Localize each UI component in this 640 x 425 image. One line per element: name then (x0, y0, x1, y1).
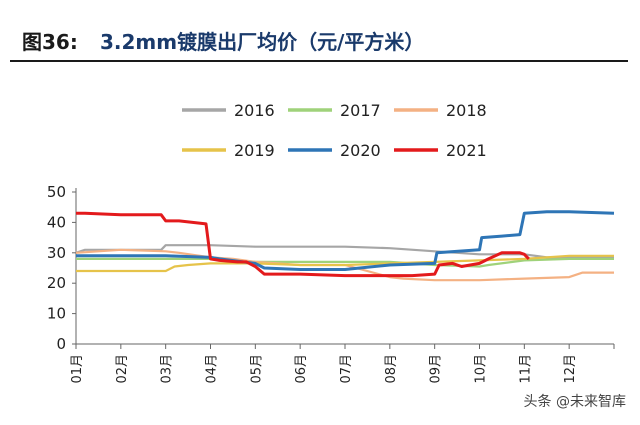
series-line-2019 (76, 254, 614, 273)
legend-label-2017: 2017 (340, 101, 381, 120)
x-tick-label: 03月 (160, 354, 175, 384)
x-tick-label: 01月 (70, 354, 85, 384)
title-divider (10, 60, 628, 62)
x-tick-label: 07月 (339, 354, 354, 384)
y-tick-label: 40 (47, 213, 66, 231)
y-tick-label: 30 (47, 244, 66, 262)
figure-number: 图36: (22, 30, 78, 54)
x-tick-label: 02月 (115, 354, 130, 384)
series-line-2021 (76, 211, 530, 278)
x-tick-label: 05月 (249, 354, 264, 384)
x-tick-label: 08月 (384, 354, 399, 384)
x-tick-label: 10月 (474, 354, 489, 384)
y-tick-label: 50 (47, 183, 66, 201)
x-tick-label: 09月 (429, 354, 444, 384)
watermark: 头条 @未来智库 (523, 394, 626, 410)
legend-label-2021: 2021 (446, 141, 487, 160)
y-tick-label: 10 (47, 305, 66, 323)
y-tick-label: 0 (56, 335, 66, 353)
x-tick-label: 11月 (518, 354, 533, 384)
legend-label-2016: 2016 (234, 101, 275, 120)
y-tick-label: 20 (47, 274, 66, 292)
legend-label-2019: 2019 (234, 141, 275, 160)
series-line-2017 (76, 257, 614, 268)
x-tick-label: 12月 (563, 354, 578, 384)
figure-caption: 3.2mm镀膜出厂均价（元/平方米） (100, 30, 425, 54)
x-tick-label: 04月 (205, 354, 220, 384)
x-tick-label: 06月 (294, 354, 309, 384)
legend-label-2020: 2020 (340, 141, 381, 160)
legend-label-2018: 2018 (446, 101, 487, 120)
figure-title: 图36: 3.2mm镀膜出厂均价（元/平方米） (22, 22, 622, 62)
